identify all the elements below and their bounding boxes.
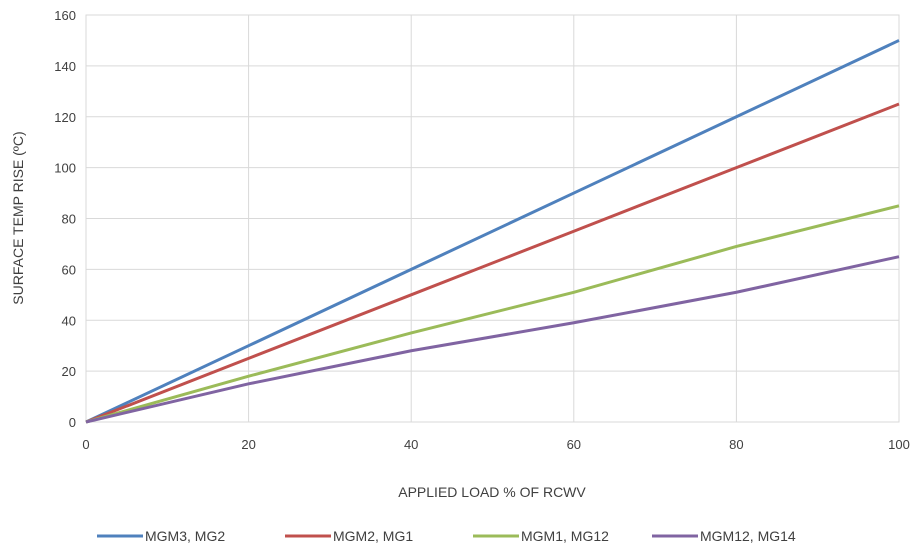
- x-tick-label: 80: [729, 437, 743, 452]
- y-tick-label: 0: [69, 415, 76, 430]
- x-tick-label: 20: [241, 437, 255, 452]
- series-lines: [85, 39, 900, 424]
- gridlines: [86, 15, 899, 422]
- legend-label: MGM2, MG1: [333, 528, 413, 544]
- y-tick-label: 100: [54, 161, 76, 176]
- y-axis-title: SURFACE TEMP RISE (ºC): [10, 131, 26, 304]
- x-tick-label: 40: [404, 437, 418, 452]
- x-tick-label: 100: [888, 437, 910, 452]
- x-axis-title: APPLIED LOAD % OF RCWV: [398, 484, 586, 500]
- y-tick-label: 60: [62, 262, 76, 277]
- series-line-1: [85, 39, 900, 424]
- y-tick-label: 120: [54, 110, 76, 125]
- y-tick-label: 160: [54, 8, 76, 23]
- series-line-3: [85, 204, 900, 424]
- y-tick-label: 20: [62, 364, 76, 379]
- series-line-2: [85, 102, 900, 424]
- legend-label: MGM12, MG14: [700, 528, 796, 544]
- legend: MGM3, MG2 MGM2, MG1 MGM1, MG12 MGM12, MG14: [97, 528, 796, 544]
- legend-label: MGM3, MG2: [145, 528, 225, 544]
- y-axis-ticks: 0 20 40 60 80 100 120 140 160: [54, 8, 76, 430]
- y-tick-label: 140: [54, 59, 76, 74]
- series-line-4: [85, 255, 900, 424]
- x-tick-label: 0: [82, 437, 89, 452]
- x-tick-label: 60: [567, 437, 581, 452]
- y-tick-label: 40: [62, 313, 76, 328]
- y-tick-label: 80: [62, 212, 76, 227]
- legend-label: MGM1, MG12: [521, 528, 609, 544]
- x-axis-ticks: 0 20 40 60 80 100: [82, 437, 909, 452]
